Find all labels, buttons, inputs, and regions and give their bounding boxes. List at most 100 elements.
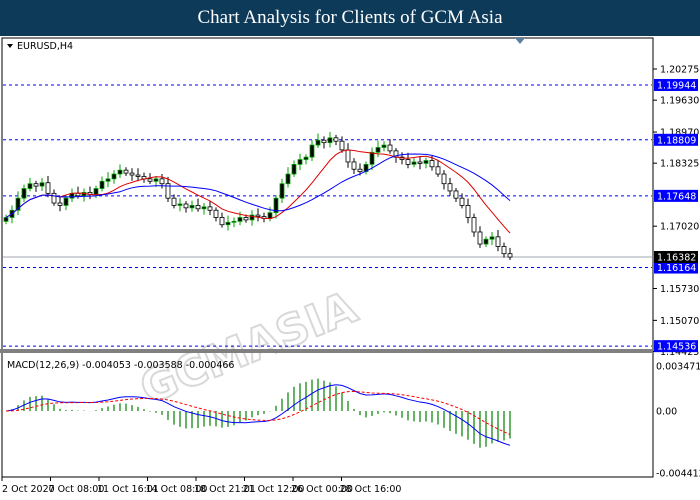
macd-y-tick-label: 0.003471 bbox=[656, 362, 700, 373]
y-tick-label: 1.17020 bbox=[660, 222, 699, 233]
level-tag bbox=[654, 78, 698, 91]
y-tick-label: 1.15730 bbox=[660, 284, 699, 295]
candle bbox=[225, 221, 231, 226]
level-label: 1.16164 bbox=[657, 263, 696, 274]
candle bbox=[459, 197, 465, 206]
panel-divider[interactable] bbox=[0, 349, 654, 353]
candle bbox=[153, 178, 159, 182]
x-tick-label: 7 Oct 08:00 bbox=[49, 484, 105, 495]
candle bbox=[255, 214, 261, 217]
candle bbox=[273, 197, 279, 214]
y-tick-label: 1.15070 bbox=[660, 316, 699, 327]
candle bbox=[39, 182, 45, 187]
candle bbox=[267, 212, 273, 219]
level-label: 1.18809 bbox=[657, 135, 696, 146]
candle bbox=[423, 160, 429, 164]
candle bbox=[201, 206, 207, 210]
chart-title: Chart Analysis for Clients of GCM Asia bbox=[0, 0, 700, 36]
candle bbox=[405, 159, 411, 165]
candle bbox=[111, 173, 117, 180]
y-tick-label: 1.20275 bbox=[660, 65, 699, 76]
shift-marker-icon[interactable] bbox=[515, 38, 525, 44]
candle bbox=[483, 238, 489, 245]
candle bbox=[489, 236, 495, 240]
candle bbox=[147, 178, 153, 182]
candle bbox=[375, 147, 381, 153]
candle bbox=[105, 178, 111, 182]
y-tick-label: 1.18325 bbox=[660, 159, 699, 170]
level-label: 1.17648 bbox=[657, 191, 696, 202]
macd-y-tick-label: 0.00 bbox=[656, 407, 677, 418]
candle bbox=[291, 163, 297, 175]
y-tick-label: 1.19630 bbox=[660, 96, 699, 107]
candle bbox=[351, 161, 357, 170]
candle bbox=[411, 161, 417, 165]
candle bbox=[129, 172, 135, 176]
candle bbox=[501, 246, 507, 255]
level-label: 1.19944 bbox=[657, 80, 696, 91]
candle bbox=[369, 151, 375, 165]
candle bbox=[249, 214, 255, 221]
candle bbox=[441, 173, 447, 185]
candle bbox=[471, 217, 477, 233]
candle bbox=[219, 217, 225, 226]
candle bbox=[429, 160, 435, 168]
candle bbox=[387, 144, 393, 152]
candle bbox=[33, 183, 39, 187]
candle bbox=[507, 253, 513, 258]
current-price-label: 1.16382 bbox=[657, 253, 696, 264]
candle bbox=[435, 166, 441, 175]
candle bbox=[417, 161, 423, 164]
candle bbox=[237, 217, 243, 222]
candle bbox=[135, 174, 141, 177]
level-tag bbox=[654, 189, 698, 202]
candle bbox=[213, 209, 219, 218]
macd-label: MACD(12,26,9) -0.004053 -0.003588 -0.000… bbox=[7, 360, 234, 371]
candle bbox=[297, 159, 303, 165]
watermark: GCMASIA bbox=[133, 282, 364, 415]
candle bbox=[159, 178, 165, 185]
level-tag bbox=[654, 133, 698, 146]
x-tick-label: 11 Oct 16:01 bbox=[97, 484, 159, 495]
candle bbox=[309, 144, 315, 158]
signal-line bbox=[5, 390, 511, 435]
x-tick-label: 28 Oct 16:00 bbox=[340, 484, 402, 495]
candle bbox=[477, 231, 483, 245]
candle bbox=[321, 139, 327, 144]
candle bbox=[465, 205, 471, 218]
candle bbox=[183, 203, 189, 209]
candle bbox=[243, 217, 249, 221]
candle bbox=[57, 202, 63, 206]
candle bbox=[315, 139, 321, 146]
candle bbox=[171, 197, 177, 206]
y-tick-label: 1.14425 bbox=[660, 347, 699, 358]
x-tick-label: 2 Oct 2020 bbox=[2, 484, 55, 495]
candle bbox=[93, 188, 99, 195]
candle bbox=[345, 149, 351, 163]
candle bbox=[165, 183, 171, 199]
candle bbox=[303, 156, 309, 160]
candle bbox=[123, 169, 129, 174]
x-tick-label: 26 Oct 00:00 bbox=[291, 484, 353, 495]
candle bbox=[327, 137, 333, 144]
candle bbox=[75, 192, 81, 197]
candle bbox=[279, 183, 285, 199]
ma-slow-line bbox=[5, 153, 511, 218]
candle bbox=[27, 183, 33, 189]
candle bbox=[381, 144, 387, 148]
ma-fast-line bbox=[5, 149, 511, 234]
candle bbox=[339, 140, 345, 151]
dropdown-triangle-icon[interactable] bbox=[7, 44, 13, 48]
current-price-tag bbox=[654, 251, 698, 263]
candle bbox=[333, 137, 339, 142]
candle bbox=[189, 205, 195, 209]
candle bbox=[207, 206, 213, 211]
candle bbox=[195, 205, 201, 210]
candle bbox=[117, 169, 123, 175]
x-tick-label: 21 Oct 12:00 bbox=[243, 484, 305, 495]
level-label: 1.14536 bbox=[657, 342, 696, 353]
candle bbox=[177, 203, 183, 206]
y-tick-label: 1.18970 bbox=[660, 128, 699, 139]
macd-y-tick-label: -0.004412 bbox=[656, 469, 700, 480]
